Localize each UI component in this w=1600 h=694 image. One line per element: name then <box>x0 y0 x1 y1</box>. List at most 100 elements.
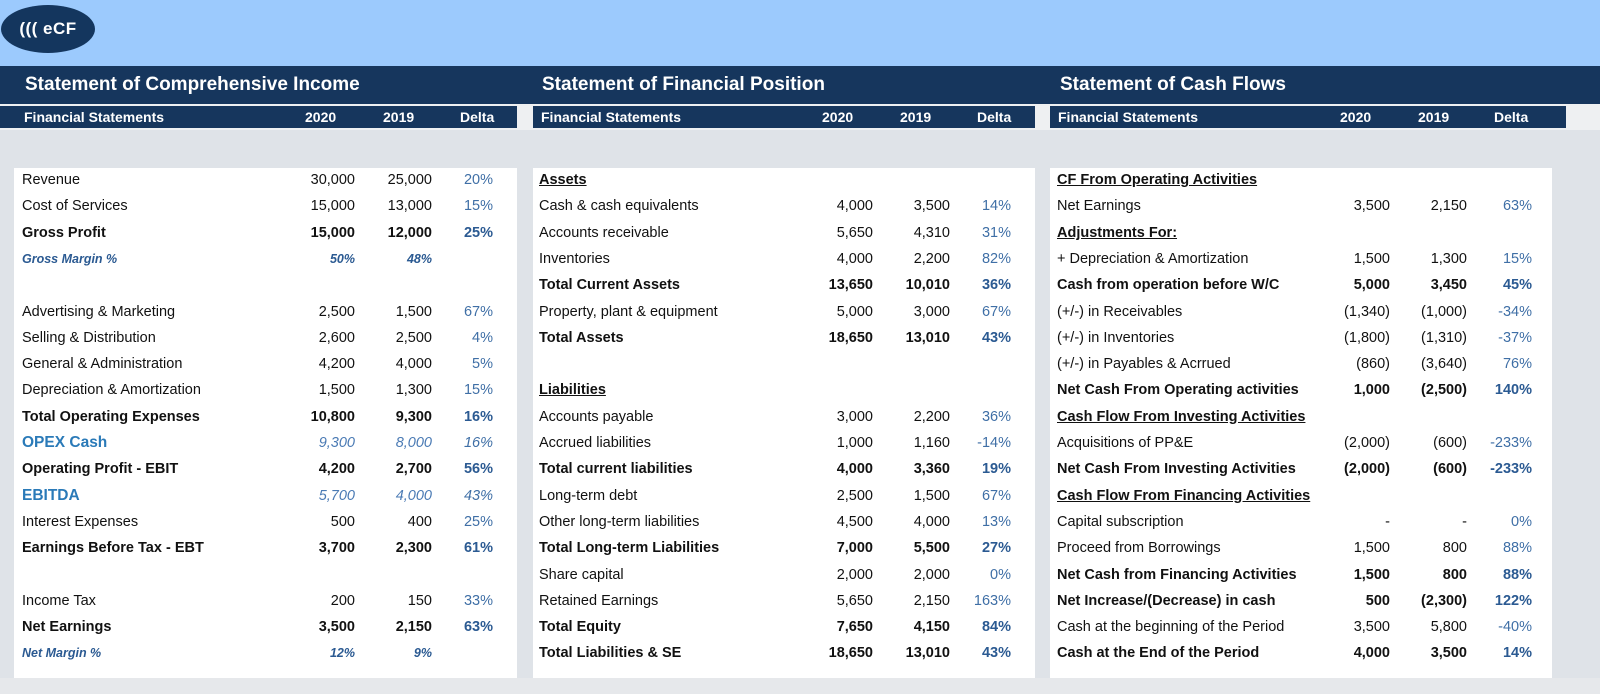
value-delta: 43% <box>463 487 493 504</box>
row-label: (+/-) in Inventories <box>1057 329 1175 346</box>
table-row: Cash & cash equivalents 4,000 3,500 14% <box>533 193 1035 219</box>
value-delta: 36% <box>981 408 1011 425</box>
value-delta: 43% <box>981 645 1011 662</box>
table-row: Cash at the End of the Period 4,000 3,500 1… <box>1050 640 1552 666</box>
row-label: Net Cash From Operating activities <box>1057 382 1299 399</box>
value-2020: 4,200 <box>318 461 355 478</box>
value-2019: 9% <box>413 646 432 661</box>
table-row: Long-term debt 2,500 1,500 67% <box>533 483 1035 509</box>
value-delta: 27% <box>981 540 1011 557</box>
value-2019: 9,300 <box>395 408 432 425</box>
col-financial-statements: Financial Statements <box>541 109 682 125</box>
row-label: Cash from operation before W/C <box>1057 277 1280 294</box>
table-row: Cost of Services 15,000 13,000 15% <box>14 193 517 219</box>
value-2020: 5,000 <box>836 303 873 320</box>
table-row <box>533 351 1035 377</box>
row-label: Assets <box>539 172 587 188</box>
row-label: (+/-) in Payables & Acrrued <box>1057 356 1231 373</box>
row-label: Total Equity <box>539 619 621 636</box>
value-2020: 4,000 <box>1353 645 1390 662</box>
table-row: Revenue 30,000 25,000 20% <box>14 167 517 193</box>
value-delta: 16% <box>463 435 493 451</box>
row-label: Total Long-term Liabilities <box>539 540 720 557</box>
value-2019: 3,450 <box>1430 277 1467 294</box>
table-row: Accrued liabilities 1,000 1,160 -14% <box>533 430 1035 456</box>
row-label: Gross Margin % <box>22 251 118 266</box>
financial-position-title: Statement of Financial Position <box>542 74 825 95</box>
value-2019: 4,000 <box>913 513 950 530</box>
row-label: Operating Profit - EBIT <box>22 461 179 478</box>
value-delta: 63% <box>463 619 493 636</box>
value-2020: 50% <box>329 251 355 266</box>
value-2019: 3,000 <box>913 303 950 320</box>
value-2020: 4,000 <box>836 250 873 267</box>
table-row: Cash Flow From Investing Activities <box>1050 404 1552 430</box>
value-2019: 1,300 <box>395 382 432 399</box>
row-label: Property, plant & equipment <box>539 303 718 320</box>
top-banner <box>0 0 1600 66</box>
ecf-logo[interactable]: ((( eCF <box>1 5 95 53</box>
row-label: Acquisitions of PP&E <box>1057 435 1194 451</box>
value-2019: 3,500 <box>1430 645 1467 662</box>
value-delta: -34% <box>1498 303 1532 320</box>
value-2020: 1,500 <box>1353 566 1390 583</box>
table-row: EBITDA 5,700 4,000 43% <box>14 483 517 509</box>
row-label: Total Liabilities & SE <box>539 645 682 662</box>
value-2019: 2,150 <box>913 592 950 609</box>
value-delta: -37% <box>1498 329 1532 346</box>
row-label: (+/-) in Receivables <box>1057 303 1183 320</box>
row-label: Cash at the End of the Period <box>1057 645 1260 662</box>
col-2020: 2020 <box>822 109 854 125</box>
col-2019: 2019 <box>900 109 932 125</box>
value-delta: 88% <box>1502 566 1532 583</box>
table-row: Total Operating Expenses 10,800 9,300 16% <box>14 404 517 430</box>
row-label: Total current liabilities <box>539 461 693 478</box>
value-delta: 15% <box>1502 250 1532 267</box>
value-2019: 13,000 <box>387 198 432 215</box>
value-2020: 12% <box>329 646 355 661</box>
value-delta: 33% <box>463 592 493 609</box>
value-2019: 2,150 <box>1430 198 1467 215</box>
table-row: Inventories 4,000 2,200 82% <box>533 246 1035 272</box>
col-2020: 2020 <box>1340 109 1372 125</box>
row-label: Cash Flow From Financing Activities <box>1057 487 1311 504</box>
row-label: Advertising & Marketing <box>22 303 176 320</box>
table-row: Net Cash From Operating activities 1,000 (… <box>1050 377 1552 403</box>
col-delta: Delta <box>977 109 1012 125</box>
value-2019: 4,310 <box>913 224 950 241</box>
value-2020: 5,000 <box>1353 277 1390 294</box>
income-statement-title: Statement of Comprehensive Income <box>25 74 360 95</box>
value-2019: 12,000 <box>387 224 432 241</box>
value-delta: 13% <box>981 513 1011 530</box>
value-2020: 9,300 <box>318 435 355 451</box>
value-delta: 76% <box>1502 356 1532 373</box>
value-2019: 25,000 <box>387 172 432 188</box>
table-row: Cash Flow From Financing Activities <box>1050 483 1552 509</box>
row-label: General & Administration <box>22 356 183 373</box>
row-label: Accounts payable <box>539 408 654 425</box>
value-delta: 36% <box>981 277 1011 294</box>
value-delta: 82% <box>981 250 1011 267</box>
table-row: Net Increase/(Decrease) in cash 500 (2,300… <box>1050 588 1552 614</box>
table-row: Accounts payable 3,000 2,200 36% <box>533 404 1035 430</box>
value-delta: 15% <box>463 198 493 215</box>
value-delta: 163% <box>973 592 1011 609</box>
value-2020: 5,650 <box>836 592 873 609</box>
table-row: Gross Margin % 50% 48% <box>14 246 517 272</box>
value-2020: 13,650 <box>828 277 873 294</box>
row-label: Accrued liabilities <box>539 435 652 451</box>
value-2020: 3,000 <box>836 408 873 425</box>
table-row: Total current liabilities 4,000 3,360 19% <box>533 456 1035 482</box>
value-2019: 2,500 <box>395 329 432 346</box>
table-row: Total Assets 18,650 13,010 43% <box>533 325 1035 351</box>
table-row: Selling & Distribution 2,600 2,500 4% <box>14 325 517 351</box>
value-2020: 18,650 <box>828 329 873 346</box>
value-2019: 800 <box>1442 566 1467 583</box>
value-2019: (600) <box>1433 461 1467 478</box>
row-label: Total Current Assets <box>539 277 680 294</box>
row-label: + Depreciation & Amortization <box>1057 250 1249 267</box>
row-label: Net Earnings <box>22 619 112 636</box>
value-2019: 5,500 <box>913 540 950 557</box>
table-row: Operating Profit - EBIT 4,200 2,700 56% <box>14 456 517 482</box>
value-2020: 7,650 <box>836 619 873 636</box>
